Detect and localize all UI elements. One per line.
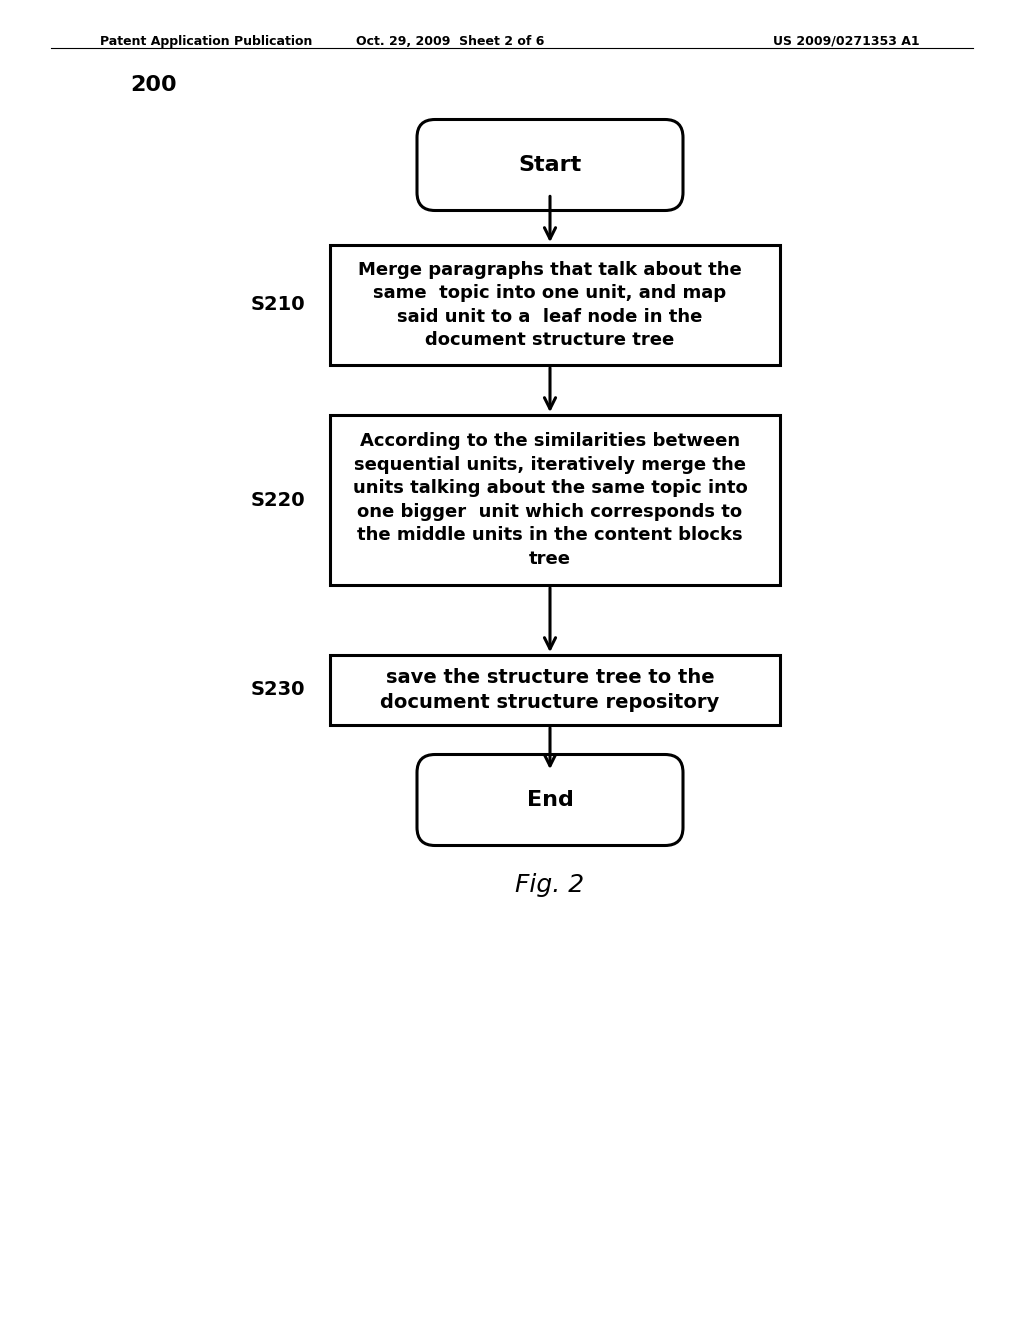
Text: Merge paragraphs that talk about the
same  topic into one unit, and map
said uni: Merge paragraphs that talk about the sam… [358, 260, 741, 350]
Text: End: End [526, 789, 573, 810]
Text: Oct. 29, 2009  Sheet 2 of 6: Oct. 29, 2009 Sheet 2 of 6 [355, 36, 544, 48]
Text: Fig. 2: Fig. 2 [515, 873, 585, 898]
Text: Start: Start [518, 154, 582, 176]
Text: Patent Application Publication: Patent Application Publication [100, 36, 312, 48]
Text: S220: S220 [251, 491, 305, 510]
Text: S230: S230 [251, 681, 305, 700]
Text: US 2009/0271353 A1: US 2009/0271353 A1 [773, 36, 920, 48]
Text: According to the similarities between
sequential units, iteratively merge the
un: According to the similarities between se… [352, 432, 748, 568]
Bar [330, 246, 780, 366]
Bar [330, 655, 780, 725]
FancyBboxPatch shape [417, 755, 683, 846]
Text: save the structure tree to the
document structure repository: save the structure tree to the document … [380, 668, 720, 711]
Text: 200: 200 [130, 75, 176, 95]
Bar [330, 414, 780, 585]
FancyBboxPatch shape [417, 120, 683, 210]
Text: S210: S210 [251, 296, 305, 314]
